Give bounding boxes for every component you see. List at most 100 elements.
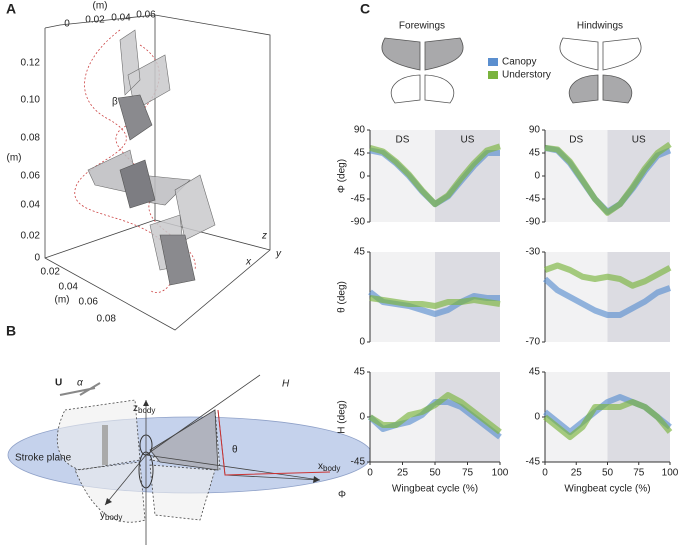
- axis-main: x: [318, 461, 323, 472]
- x-tick-label: 50: [602, 468, 614, 479]
- tick-label: 0.06: [79, 297, 99, 308]
- tick-label: 0.04: [59, 282, 79, 293]
- tick-label: 0.08: [97, 314, 117, 325]
- series-band: [543, 262, 672, 289]
- tick-label: 0.08: [21, 133, 41, 144]
- chart: DS US -90 -45 0 45 90: [526, 125, 672, 228]
- theta-label: θ: [232, 445, 238, 456]
- y-tick-label: 0: [359, 171, 365, 182]
- unit-label: (m): [7, 153, 22, 164]
- series-band: [543, 399, 673, 440]
- column-title: Forewings: [399, 21, 445, 32]
- axis-letter: x: [245, 257, 252, 268]
- chart: -70 -30: [526, 247, 672, 348]
- tick-label: 0.06: [136, 10, 156, 21]
- plane-label: Stroke plane: [15, 453, 72, 464]
- axis-sub: body: [138, 406, 155, 415]
- y-tick-label: -45: [526, 194, 541, 205]
- phase-bg: [370, 130, 435, 222]
- chart: 0 45 θ (deg): [337, 247, 501, 348]
- y-tick-label: -45: [351, 194, 366, 205]
- y-tick-label: 90: [529, 125, 541, 136]
- alpha-label: α: [77, 378, 83, 389]
- tick-label: 0.04: [111, 13, 131, 24]
- forewing-icon: [559, 37, 642, 71]
- phase-bg: [607, 252, 670, 342]
- series-band: [544, 141, 672, 216]
- panel-b: B U α zbody xbody ybody H θ Φ Stroke pla…: [6, 323, 373, 545]
- body-axes: [104, 374, 321, 545]
- panel-label: A: [6, 1, 16, 17]
- axis-label: xbody: [318, 461, 340, 473]
- wing-shape: [117, 94, 153, 141]
- unit-label: (m): [93, 1, 108, 12]
- velocity-arrow: [59, 382, 101, 396]
- phi-label: Φ: [338, 490, 346, 501]
- phase-label: DS: [569, 135, 583, 146]
- velocity-label: U: [55, 378, 62, 389]
- axis-letter: z: [261, 231, 267, 242]
- y-axis-label: θ (deg): [337, 281, 348, 313]
- legend-label: Canopy: [502, 57, 536, 68]
- y-tick-label: -90: [351, 217, 366, 228]
- wing-outline: [56, 399, 146, 523]
- panel-a: A (m) (m) (m) 0 0.02 0.04 0.06 0.12 0.10…: [6, 1, 282, 331]
- x-tick-label: 50: [429, 468, 441, 479]
- y-tick-label: -45: [526, 457, 541, 468]
- tick-label: 0.06: [21, 171, 41, 182]
- y-tick-label: 0: [534, 171, 540, 182]
- axis-main: z: [133, 403, 138, 414]
- tick-label: 0.04: [21, 200, 41, 211]
- hindwing-icon: [390, 74, 455, 104]
- tick-label: 0.02: [85, 15, 105, 26]
- angle-label: β: [112, 97, 118, 108]
- legend-swatch: [488, 71, 498, 79]
- y-axis-label: H (deg): [337, 400, 348, 433]
- series-band: [369, 295, 501, 309]
- wing-shape: [159, 234, 196, 286]
- y-tick-label: 0: [359, 412, 365, 423]
- x-tick-label: 75: [633, 468, 645, 479]
- legend-label: Understory: [502, 70, 551, 81]
- y-tick-label: 45: [354, 367, 366, 378]
- legend-swatch: [488, 58, 498, 66]
- wing-shape: [149, 409, 219, 471]
- y-tick-label: 45: [529, 367, 541, 378]
- tick-label: 0.12: [21, 58, 41, 69]
- phase-label: DS: [396, 135, 410, 146]
- y-tick-label: -90: [526, 217, 541, 228]
- panel-label: C: [360, 1, 370, 17]
- axis-label: ybody: [100, 510, 122, 522]
- panel-label: B: [6, 323, 16, 339]
- x-tick-label: 0: [542, 468, 548, 479]
- x-axis-label: Wingbeat cycle (%): [564, 484, 650, 495]
- projection: [217, 409, 331, 476]
- y-tick-label: -45: [351, 457, 366, 468]
- series-band: [369, 143, 501, 208]
- wing-shape: [119, 159, 156, 209]
- tick-label: 0.02: [21, 231, 41, 242]
- x-tick-label: 75: [462, 468, 474, 479]
- x-tick-label: 25: [397, 468, 409, 479]
- y-tick-label: 45: [529, 148, 541, 159]
- x-tick-label: 100: [492, 468, 509, 479]
- hindwing-icon: [568, 74, 633, 104]
- panel-c: C Forewings Hindwings: [360, 1, 642, 104]
- axis-letter: y: [275, 249, 282, 260]
- y-tick-label: 90: [354, 125, 366, 136]
- y-tick-label: -30: [526, 247, 541, 258]
- chart: DS US -90 -45 0 45 90 Φ (deg): [337, 125, 501, 228]
- axis-main: y: [100, 510, 105, 521]
- forewing-icon: [381, 37, 464, 71]
- series-band: [368, 392, 502, 435]
- y-tick-label: -70: [526, 337, 541, 348]
- phase-bg: [435, 372, 500, 462]
- y-tick-label: 45: [354, 247, 366, 258]
- x-axis-label: Wingbeat cycle (%): [392, 484, 478, 495]
- phase-label: US: [632, 135, 646, 146]
- wing-root: [102, 425, 108, 465]
- x-tick-label: 25: [571, 468, 583, 479]
